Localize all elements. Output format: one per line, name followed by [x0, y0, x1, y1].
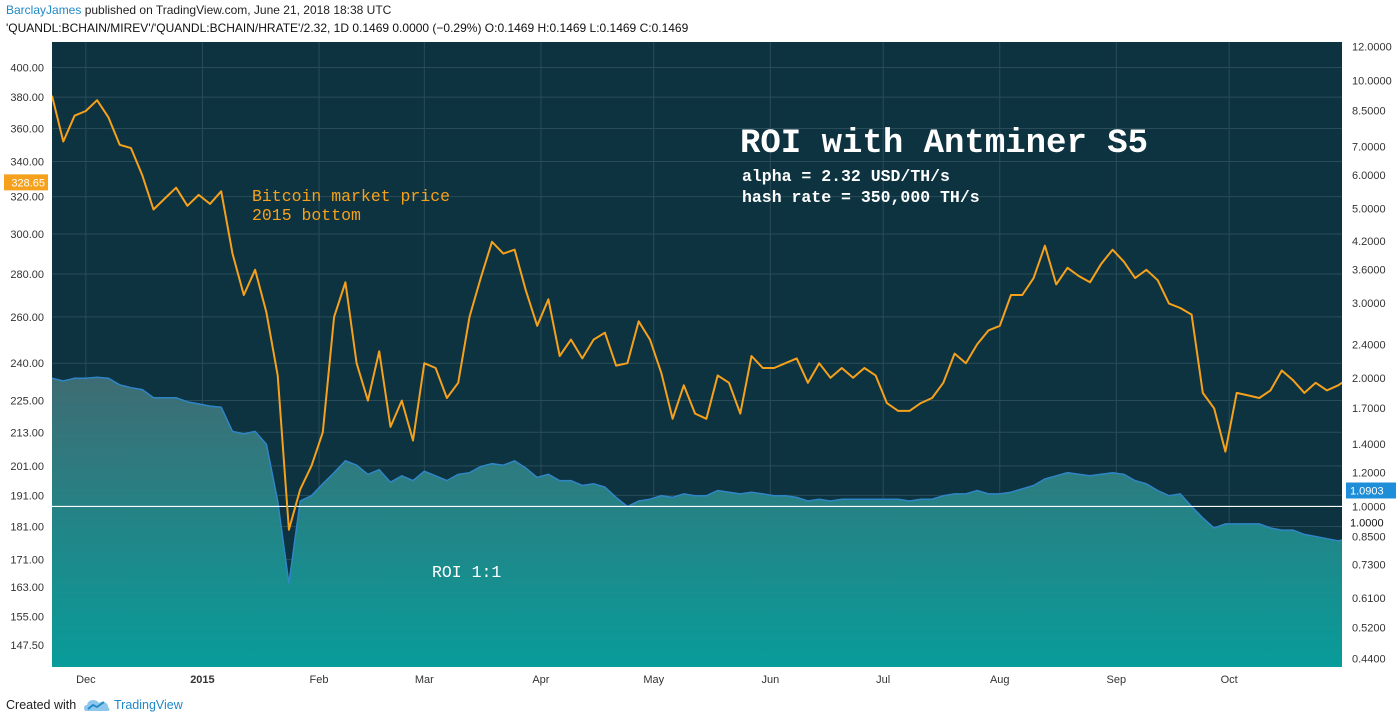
- bitcoin-price-label: Bitcoin market price: [252, 187, 450, 206]
- right-tick-label: 1.7000: [1352, 403, 1386, 415]
- tradingview-brand-link[interactable]: TradingView: [114, 698, 183, 712]
- bitcoin-price-series-line[interactable]: [52, 95, 1400, 531]
- hash-rate-annotation: hash rate = 350,000 TH/s: [742, 188, 980, 207]
- left-tick-label: 155.00: [10, 611, 44, 623]
- time-tick-label: Apr: [532, 674, 549, 686]
- left-tick-label: 340.00: [10, 157, 44, 169]
- right-tick-label: 1.2000: [1352, 468, 1386, 480]
- right-tick-label: 3.0000: [1352, 298, 1386, 310]
- time-tick-label: Mar: [415, 674, 434, 686]
- right-tick-label: 4.2000: [1352, 236, 1386, 248]
- time-tick-label: Dec: [76, 674, 96, 686]
- right-tick-label: 0.4400: [1352, 653, 1386, 665]
- right-tick-label: 2.0000: [1352, 373, 1386, 385]
- time-tick-label: 2015: [190, 674, 214, 686]
- author-link[interactable]: BarclayJames: [6, 3, 82, 17]
- left-axis-background: [0, 42, 52, 667]
- time-tick-label: Sep: [1107, 674, 1127, 686]
- right-tick-label: 8.5000: [1352, 105, 1386, 117]
- right-tick-label: 1.4000: [1352, 439, 1386, 451]
- time-tick-label: Jul: [876, 674, 890, 686]
- bottom-2015-label: 2015 bottom: [252, 206, 361, 225]
- chart-title: ROI with Antminer S5: [740, 125, 1148, 163]
- price-last-value-tag: 328.65: [4, 174, 48, 191]
- left-tick-label: 191.00: [10, 490, 44, 502]
- symbol-info: 'QUANDL:BCHAIN/MIREV'/'QUANDL:BCHAIN/HRA…: [6, 21, 689, 35]
- publication-date: published on TradingView.com, June 21, 2…: [81, 3, 392, 17]
- right-tick-label: 0.7300: [1352, 560, 1386, 572]
- svg-text:1.0903: 1.0903: [1350, 486, 1384, 498]
- left-tick-label: 181.00: [10, 522, 44, 534]
- publication-info: BarclayJames published on TradingView.co…: [6, 3, 391, 17]
- right-tick-label: 3.6000: [1352, 264, 1386, 276]
- left-tick-label: 225.00: [10, 396, 44, 408]
- right-tick-label: 10.0000: [1352, 75, 1392, 87]
- left-tick-label: 260.00: [10, 312, 44, 324]
- left-tick-label: 201.00: [10, 461, 44, 473]
- right-tick-label: 0.5200: [1352, 622, 1386, 634]
- right-tick-label: 1.0000: [1352, 501, 1386, 513]
- right-tick-label: 12.0000: [1352, 42, 1392, 54]
- time-tick-label: Feb: [310, 674, 329, 686]
- alpha-annotation: alpha = 2.32 USD/TH/s: [742, 167, 950, 186]
- time-tick-label: Oct: [1221, 674, 1238, 686]
- roi-1-to-1-label: ROI 1:1: [432, 563, 501, 582]
- left-tick-label: 147.50: [10, 640, 44, 652]
- time-axis-background: [0, 667, 1400, 690]
- right-axis-background: [1342, 42, 1400, 667]
- roi-area-fill: [52, 377, 1342, 667]
- time-tick-label: Aug: [990, 674, 1010, 686]
- left-tick-label: 280.00: [10, 269, 44, 281]
- chart-canvas[interactable]: 400.00 380.00 360.00 340.00 320.00 300.00 280.…: [0, 42, 1400, 690]
- left-tick-label: 213.00: [10, 427, 44, 439]
- left-tick-label: 380.00: [10, 92, 44, 104]
- svg-text:328.65: 328.65: [11, 177, 45, 189]
- left-price-axis[interactable]: 400.00 380.00 360.00 340.00 320.00 300.00 280.…: [10, 62, 44, 652]
- right-tick-label: 7.0000: [1352, 141, 1386, 153]
- left-tick-label: 240.00: [10, 358, 44, 370]
- time-tick-label: May: [643, 674, 664, 686]
- time-axis[interactable]: Dec 2015 Feb Mar Apr May Jun Jul Aug Sep Oct: [76, 674, 1238, 686]
- left-tick-label: 400.00: [10, 62, 44, 74]
- publication-header: BarclayJames published on TradingView.co…: [0, 0, 1400, 42]
- right-tick-label: 6.0000: [1352, 170, 1386, 182]
- reference-value-tag: 1.0000: [1346, 514, 1396, 531]
- right-tick-label: 0.8500: [1352, 532, 1386, 544]
- annotations: ROI with Antminer S5 alpha = 2.32 USD/TH…: [252, 125, 1148, 582]
- roi-series-line[interactable]: [52, 376, 1400, 584]
- footer: Created with TradingView: [0, 690, 1400, 722]
- right-tick-label: 2.4000: [1352, 339, 1386, 351]
- left-tick-label: 360.00: [10, 123, 44, 135]
- roi-last-value-tag: 1.0903: [1346, 482, 1396, 499]
- right-tick-label: 5.0000: [1352, 204, 1386, 216]
- left-tick-label: 320.00: [10, 192, 44, 204]
- left-tick-label: 163.00: [10, 582, 44, 594]
- tradingview-cloud-icon[interactable]: [84, 697, 110, 713]
- left-tick-label: 300.00: [10, 229, 44, 241]
- time-tick-label: Jun: [761, 674, 779, 686]
- created-with-label: Created with: [6, 698, 77, 712]
- left-tick-label: 171.00: [10, 554, 44, 566]
- right-tick-label: 0.6100: [1352, 593, 1386, 605]
- svg-text:1.0000: 1.0000: [1350, 517, 1384, 529]
- right-ratio-axis[interactable]: 12.0000 10.0000 8.5000 7.0000 6.0000 5.0000 4.…: [1352, 42, 1392, 665]
